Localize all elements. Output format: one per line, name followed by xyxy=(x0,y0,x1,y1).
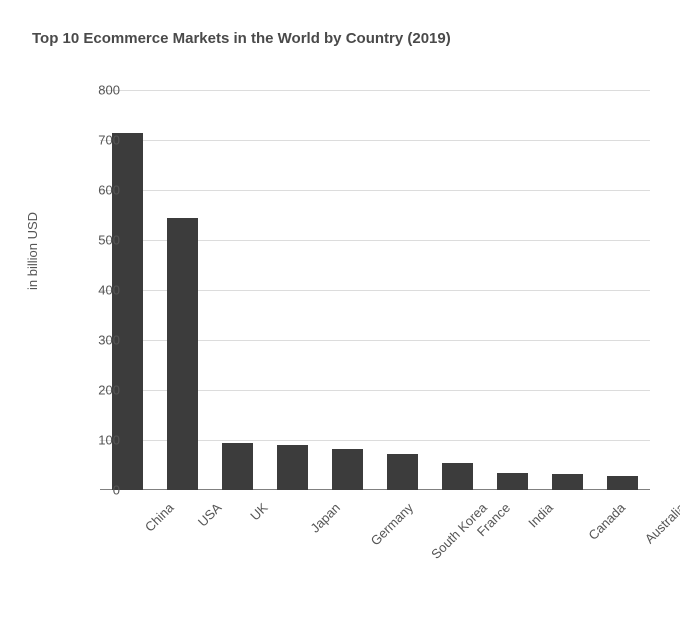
bar xyxy=(332,449,362,490)
gridline xyxy=(100,140,650,141)
bar xyxy=(222,443,252,491)
bar xyxy=(442,463,472,491)
x-tick-label: Germany xyxy=(367,500,415,548)
gridline xyxy=(100,90,650,91)
plot-area xyxy=(100,90,650,490)
bar xyxy=(387,454,417,490)
y-axis-title: in billion USD xyxy=(25,212,40,290)
x-tick-label: China xyxy=(141,500,176,535)
y-tick-label: 200 xyxy=(70,383,120,398)
gridline xyxy=(100,190,650,191)
bar xyxy=(552,474,582,490)
y-tick-label: 300 xyxy=(70,333,120,348)
x-tick-label: Canada xyxy=(585,500,628,543)
bar xyxy=(167,218,197,491)
y-tick-label: 800 xyxy=(70,83,120,98)
y-tick-label: 700 xyxy=(70,133,120,148)
chart-title: Top 10 Ecommerce Markets in the World by… xyxy=(32,30,451,47)
y-tick-label: 400 xyxy=(70,283,120,298)
x-tick-label: Japan xyxy=(307,500,343,536)
bar xyxy=(497,473,527,491)
bar xyxy=(277,445,307,490)
y-tick-label: 100 xyxy=(70,433,120,448)
x-tick-label: UK xyxy=(247,500,270,523)
x-tick-label: India xyxy=(525,500,556,531)
y-tick-label: 0 xyxy=(70,483,120,498)
y-tick-label: 500 xyxy=(70,233,120,248)
bar xyxy=(607,476,637,490)
y-tick-label: 600 xyxy=(70,183,120,198)
chart-container: Top 10 Ecommerce Markets in the World by… xyxy=(0,0,680,630)
x-tick-label: Australia xyxy=(641,500,680,546)
x-tick-label: USA xyxy=(194,500,224,530)
